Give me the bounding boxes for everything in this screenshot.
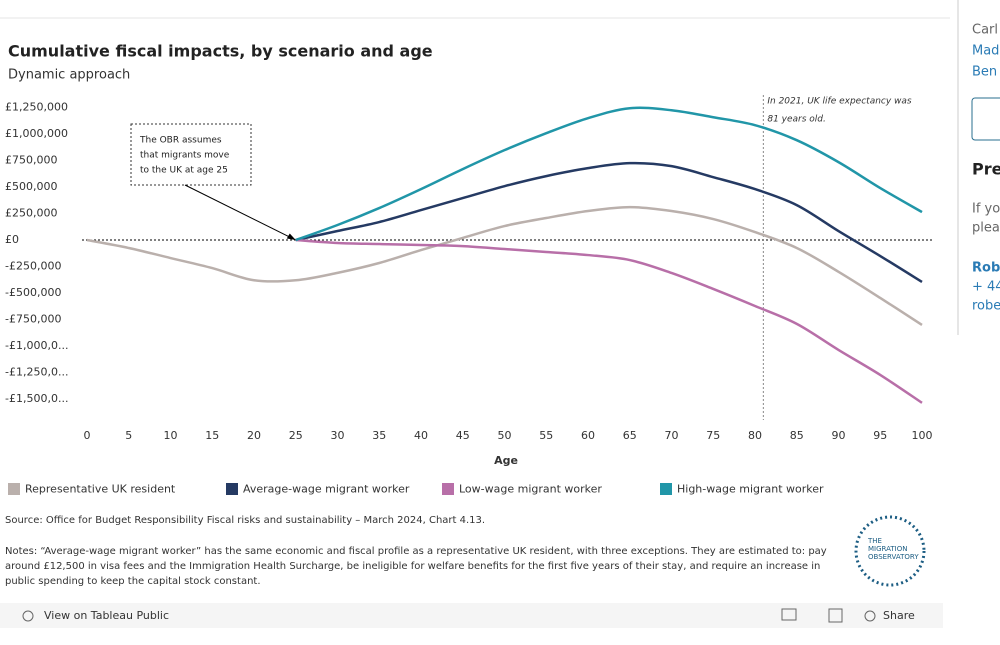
sidebar-text: If yo <box>972 202 1000 217</box>
series-line <box>295 106 923 242</box>
sidebar-text: Carl <box>972 23 998 38</box>
x-tick-label: 40 <box>414 429 428 442</box>
legend-label: High-wage migrant worker <box>677 483 824 496</box>
sidebar-text: + 44 <box>972 280 1000 295</box>
toolbar <box>0 603 943 628</box>
sidebar-text: Pre <box>972 160 1000 179</box>
y-tick-label: £1,250,000 <box>5 101 68 114</box>
y-tick-label: £750,000 <box>5 154 58 167</box>
logo-text: THE <box>867 537 882 545</box>
sidebar-text: robe <box>972 299 1000 314</box>
sidebar-box <box>971 97 1000 141</box>
x-tick-label: 20 <box>247 429 261 442</box>
share-button[interactable]: Share <box>883 609 915 622</box>
x-tick-label: 35 <box>372 429 386 442</box>
logo-text: MIGRATION <box>868 545 907 553</box>
x-tick-label: 95 <box>873 429 887 442</box>
annotation-arrow <box>184 184 296 241</box>
y-tick-label: £1,000,000 <box>5 127 68 140</box>
y-tick-label: £500,000 <box>5 180 58 193</box>
tableau-icon <box>22 610 34 622</box>
x-tick-label: 85 <box>790 429 804 442</box>
logo <box>854 515 926 587</box>
x-tick-label: 90 <box>832 429 846 442</box>
annotation-text: to the UK at age 25 <box>140 166 228 176</box>
x-tick-label: 5 <box>125 429 132 442</box>
legend-swatch <box>226 483 238 495</box>
annotation-box <box>130 123 252 186</box>
sidebar-text: Rob <box>972 261 1000 276</box>
legend-label: Low-wage migrant worker <box>459 483 602 496</box>
series-line <box>86 205 923 326</box>
y-tick-label: £0 <box>5 233 19 246</box>
reference-text: 81 years old. <box>767 115 826 125</box>
y-tick-label: -£1,000,0... <box>5 339 68 352</box>
arrow-head <box>286 233 296 241</box>
y-tick-label: -£250,000 <box>5 259 61 272</box>
series-line <box>295 238 923 404</box>
x-tick-label: 65 <box>623 429 637 442</box>
sidebar-text: Ben <box>972 65 997 80</box>
series-line <box>295 161 923 284</box>
annotation-text: that migrants move <box>140 151 230 161</box>
legend-label: Average-wage migrant worker <box>243 483 410 496</box>
x-tick-label: 70 <box>665 429 679 442</box>
y-tick-label: £250,000 <box>5 207 58 220</box>
x-axis-label: Age <box>494 454 518 467</box>
chart-title: Cumulative fiscal impacts, by scenario a… <box>8 42 433 61</box>
x-tick-label: 30 <box>331 429 345 442</box>
sidebar-text: Mad <box>972 44 999 59</box>
x-tick-label: 10 <box>164 429 178 442</box>
x-tick-label: 15 <box>205 429 219 442</box>
fullscreen-icon[interactable] <box>828 608 843 623</box>
x-tick-label: 100 <box>912 429 933 442</box>
y-tick-label: -£1,250,0... <box>5 365 68 378</box>
x-tick-label: 0 <box>84 429 91 442</box>
legend-swatch <box>442 483 454 495</box>
x-tick-label: 80 <box>748 429 762 442</box>
chart-subtitle: Dynamic approach <box>8 68 130 83</box>
x-tick-label: 45 <box>456 429 470 442</box>
x-tick-label: 60 <box>581 429 595 442</box>
x-tick-label: 25 <box>289 429 303 442</box>
y-tick-label: -£500,000 <box>5 286 61 299</box>
source: Source: Office for Budget Responsibility… <box>5 515 485 526</box>
reference-text: In 2021, UK life expectancy was <box>767 97 912 107</box>
annotation-text: The OBR assumes <box>139 136 222 146</box>
legend-swatch <box>660 483 672 495</box>
legend-label: Representative UK resident <box>25 483 176 496</box>
y-tick-label: -£1,500,0... <box>5 392 68 405</box>
share-icon <box>864 610 876 622</box>
x-tick-label: 55 <box>539 429 553 442</box>
sidebar-text: plea <box>972 221 1000 236</box>
view-on-tableau[interactable]: View on Tableau Public <box>44 609 169 622</box>
download-icon[interactable] <box>781 608 797 621</box>
y-tick-label: -£750,000 <box>5 312 61 325</box>
x-tick-label: 75 <box>706 429 720 442</box>
notes: Notes: “Average-wage migrant worker” has… <box>5 546 827 587</box>
logo-text: OBSERVATORY <box>868 553 919 561</box>
legend-swatch <box>8 483 20 495</box>
x-tick-label: 50 <box>498 429 512 442</box>
